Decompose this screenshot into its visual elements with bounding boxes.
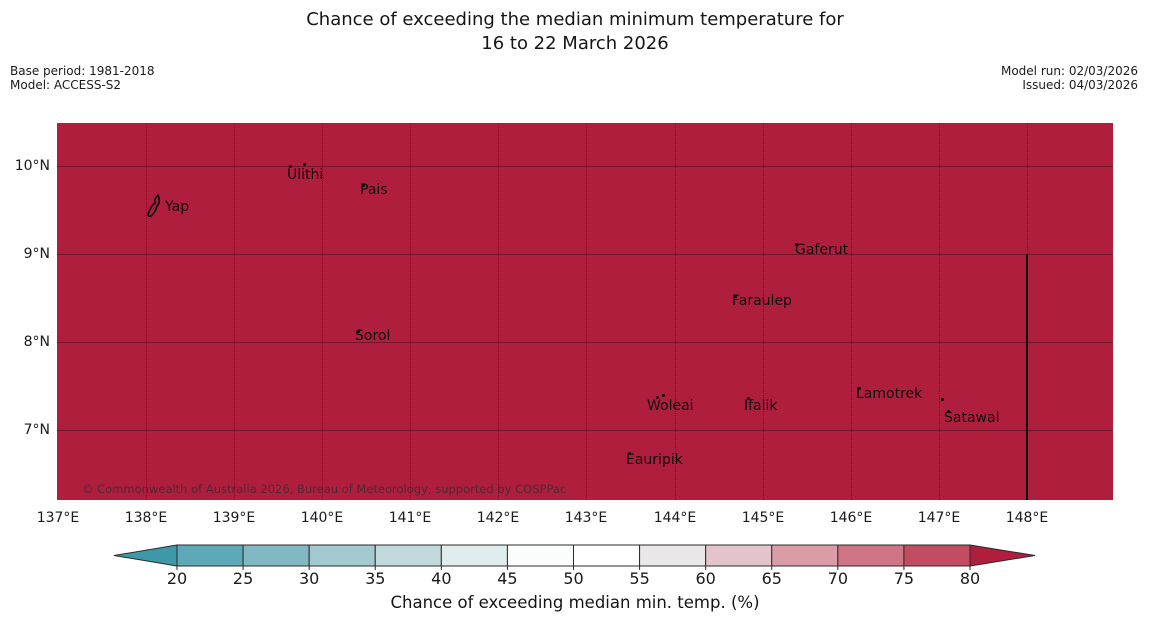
copyright-text: © Commonwealth of Australia 2026, Bureau… xyxy=(82,482,567,496)
longitude-tick-label: 139°E xyxy=(212,510,256,526)
longitude-tick-label: 148°E xyxy=(1005,510,1049,526)
place-label-lamotrek: Lamotrek xyxy=(856,386,923,402)
colorbar-tick-label: 65 xyxy=(761,569,782,588)
colorbar-tick-label: 45 xyxy=(497,569,518,588)
longitude-tick-label: 144°E xyxy=(653,510,697,526)
island-dot xyxy=(662,394,665,397)
longitude-gridline xyxy=(675,123,676,500)
place-label-pais: Pais xyxy=(360,182,388,198)
model-run-text: Model run: 02/03/2026 xyxy=(1000,64,1138,78)
place-label-yap: Yap xyxy=(165,199,190,215)
chart-title: Chance of exceeding the median minimum t… xyxy=(0,8,1150,56)
latitude-tick-label: 7°N xyxy=(23,422,50,438)
longitude-tick-label: 146°E xyxy=(829,510,873,526)
latitude-tick-label: 10°N xyxy=(14,158,50,174)
colorbar-segment xyxy=(705,544,773,567)
longitude-gridline xyxy=(498,123,499,500)
colorbar-tick-label: 35 xyxy=(365,569,386,588)
latitude-gridline xyxy=(57,166,1113,167)
latitude-gridline xyxy=(57,254,1113,255)
colorbar-segment xyxy=(837,544,905,567)
colorbar-segment xyxy=(176,544,244,567)
issued-text: Issued: 04/03/2026 xyxy=(1022,78,1138,92)
longitude-gridline xyxy=(146,123,147,500)
island-dot xyxy=(947,410,950,413)
place-label-sorol: Sorol xyxy=(355,328,391,344)
latitude-tick-label: 9°N xyxy=(23,246,50,262)
longitude-tick-label: 143°E xyxy=(564,510,608,526)
colorbar-segment xyxy=(506,544,574,567)
latitude-gridline xyxy=(57,430,1113,431)
island-dot xyxy=(858,387,861,390)
latitude-gridline xyxy=(57,342,1113,343)
colorbar-segment xyxy=(771,544,839,567)
longitude-tick-label: 141°E xyxy=(388,510,432,526)
longitude-gridline xyxy=(322,123,323,500)
colorbar-segment xyxy=(639,544,707,567)
longitude-tick-label: 140°E xyxy=(300,510,344,526)
region-border-line xyxy=(1026,254,1028,500)
place-label-eauripik: Eauripik xyxy=(626,452,683,468)
colorbar-tick-label: 75 xyxy=(893,569,915,588)
colorbar-arrow-low xyxy=(113,544,178,567)
colorbar-tick-label: 25 xyxy=(232,569,254,588)
longitude-tick-label: 142°E xyxy=(476,510,520,526)
base-period-text: Base period: 1981-2018 xyxy=(10,64,155,78)
colorbar xyxy=(113,544,1036,570)
longitude-gridline xyxy=(586,123,587,500)
chart-title-line2: 16 to 22 March 2026 xyxy=(481,33,669,54)
colorbar-tick-label: 55 xyxy=(629,569,650,588)
longitude-tick-label: 137°E xyxy=(36,510,80,526)
place-label-ifalik: Ifalik xyxy=(744,398,778,414)
island-dot xyxy=(357,330,360,333)
longitude-tick-label: 145°E xyxy=(741,510,785,526)
island-dot xyxy=(628,452,631,455)
place-label-gaferut: Gaferut xyxy=(795,242,849,258)
longitude-tick-label: 138°E xyxy=(124,510,168,526)
island-dot xyxy=(656,396,659,399)
colorbar-tick-label: 20 xyxy=(166,569,188,588)
colorbar-arrow-high xyxy=(969,544,1036,567)
colorbar-segment xyxy=(440,544,508,567)
longitude-gridline xyxy=(410,123,411,500)
colorbar-segment xyxy=(308,544,376,567)
colorbar-tick-label: 30 xyxy=(298,569,320,588)
longitude-gridline xyxy=(939,123,940,500)
colorbar-caption: Chance of exceeding median min. temp. (%… xyxy=(390,593,760,612)
island-dot xyxy=(362,184,365,187)
model-text: Model: ACCESS-S2 xyxy=(10,78,122,92)
place-label-ulithi: Ulithi xyxy=(287,167,324,183)
colorbar-tick-label: 40 xyxy=(431,569,452,588)
place-label-faraulep: Faraulep xyxy=(732,293,792,309)
longitude-gridline xyxy=(763,123,764,500)
meta-left: Base period: 1981-2018 Model: ACCESS-S2 xyxy=(10,64,155,92)
longitude-gridline xyxy=(234,123,235,500)
colorbar-tick-label: 80 xyxy=(959,569,981,588)
colorbar-segment xyxy=(374,544,442,567)
island-dot xyxy=(795,243,798,246)
colorbar-segment xyxy=(242,544,310,567)
island-dot xyxy=(734,295,737,298)
longitude-gridline xyxy=(851,123,852,500)
colorbar-tick-label: 50 xyxy=(563,569,584,588)
colorbar-segment xyxy=(573,544,641,567)
forecast-map: © Commonwealth of Australia 2026, Bureau… xyxy=(57,123,1113,500)
island-dot xyxy=(289,165,292,168)
latitude-tick-label: 8°N xyxy=(23,334,50,350)
place-label-woleai: Woleai xyxy=(647,398,694,414)
colorbar-tick-label: 60 xyxy=(695,569,716,588)
colorbar-segment xyxy=(903,544,971,567)
island-dot xyxy=(941,398,944,401)
chart-title-line1: Chance of exceeding the median minimum t… xyxy=(306,9,844,30)
meta-right: Model run: 02/03/2026 Issued: 04/03/2026 xyxy=(1001,64,1138,92)
island-dot xyxy=(747,397,750,400)
island-dot xyxy=(303,163,306,166)
place-label-satawal: Satawal xyxy=(944,410,1000,426)
colorbar-tick-label: 70 xyxy=(827,569,849,588)
yap-island-icon xyxy=(147,193,160,218)
longitude-tick-label: 147°E xyxy=(917,510,961,526)
